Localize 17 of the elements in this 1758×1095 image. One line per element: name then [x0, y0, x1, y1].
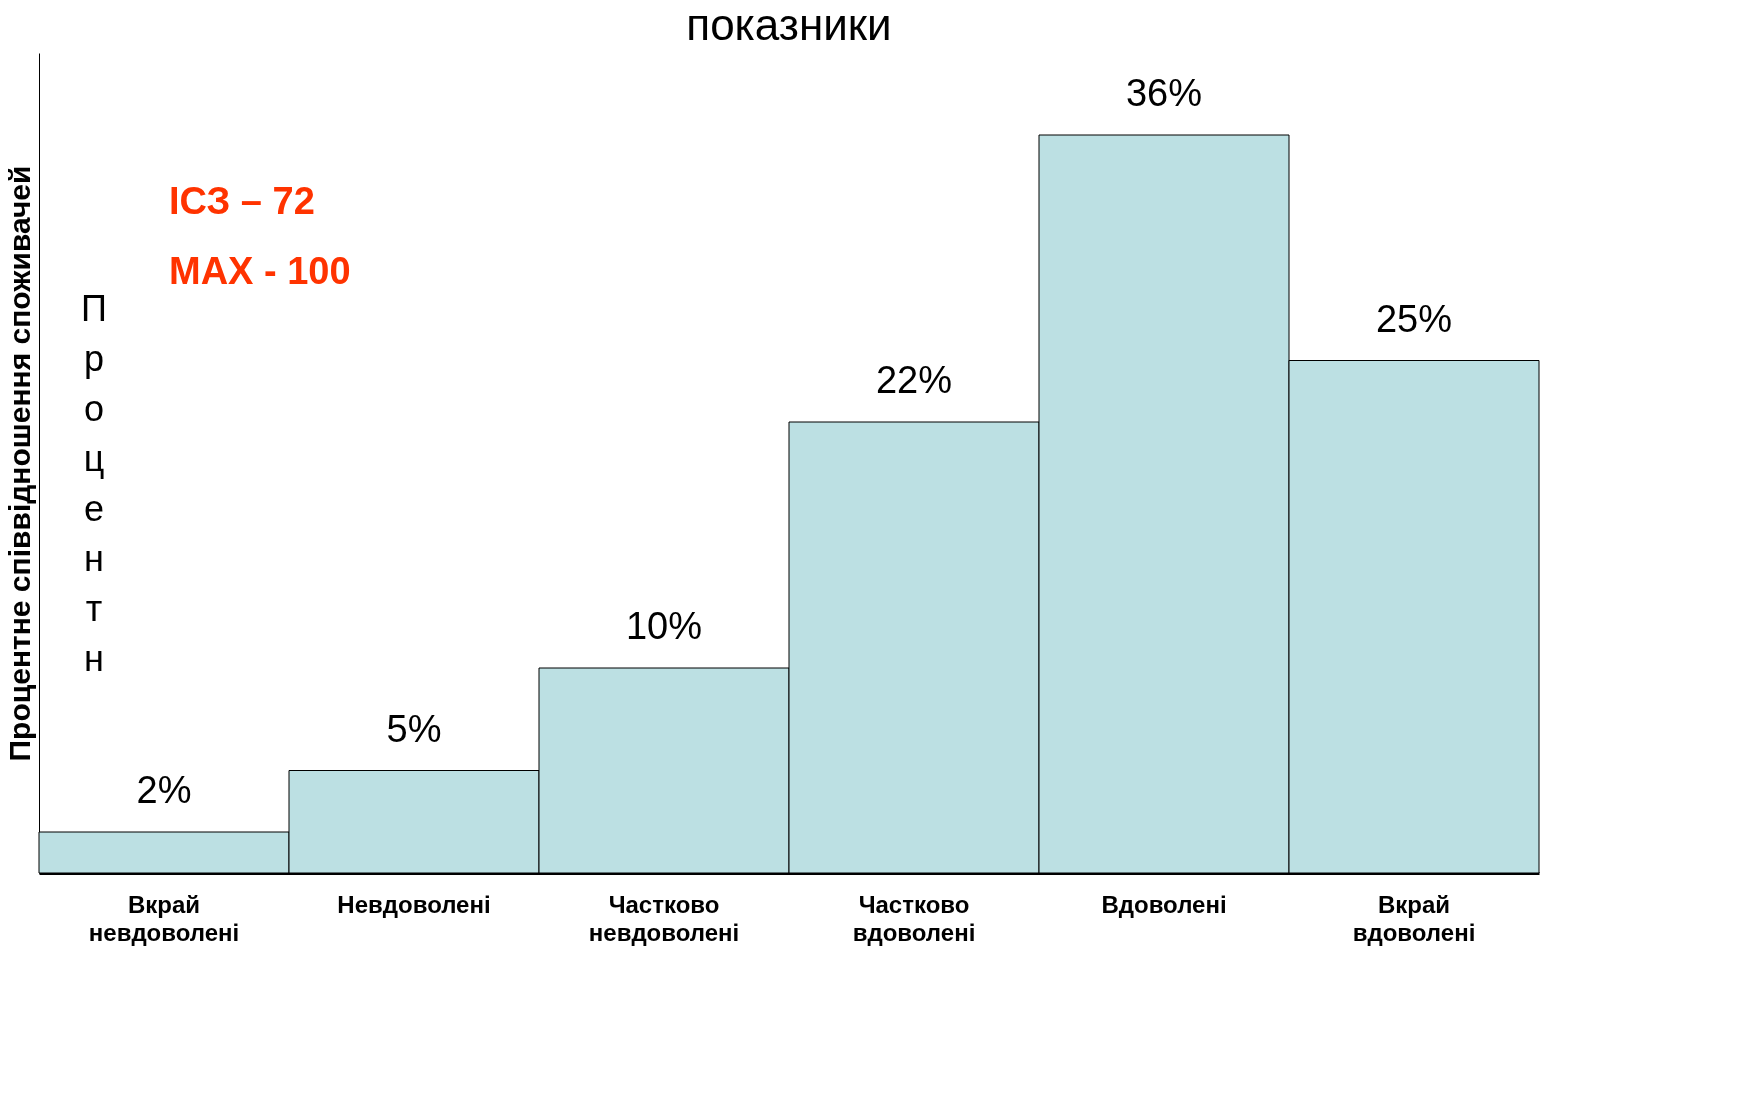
annotation: ІСЗ – 72	[169, 180, 315, 222]
data-label: 22%	[875, 359, 953, 401]
data-label: 10%	[625, 605, 703, 647]
chart-title: показники	[686, 0, 892, 49]
x-tick-label: Частково вдоволені	[852, 890, 976, 946]
x-tick-label: Вкрай невдоволені	[88, 890, 240, 946]
x-tick-label: Вкрай вдоволені	[1352, 890, 1476, 946]
x-tick-label: Невдоволені	[337, 890, 491, 918]
x-tick-label: Вдоволені	[1101, 890, 1227, 918]
x-tick-label: Частково невдоволені	[588, 890, 740, 946]
data-label: 5%	[386, 707, 442, 750]
annotation: Процентн	[81, 288, 107, 679]
data-label: 36%	[1125, 72, 1203, 114]
annotation: MAX - 100	[169, 250, 351, 292]
y-axis-title: Процентне співвідношення споживачей	[2, 165, 36, 762]
data-label: 25%	[1375, 297, 1453, 340]
data-label: 2%	[136, 769, 192, 811]
